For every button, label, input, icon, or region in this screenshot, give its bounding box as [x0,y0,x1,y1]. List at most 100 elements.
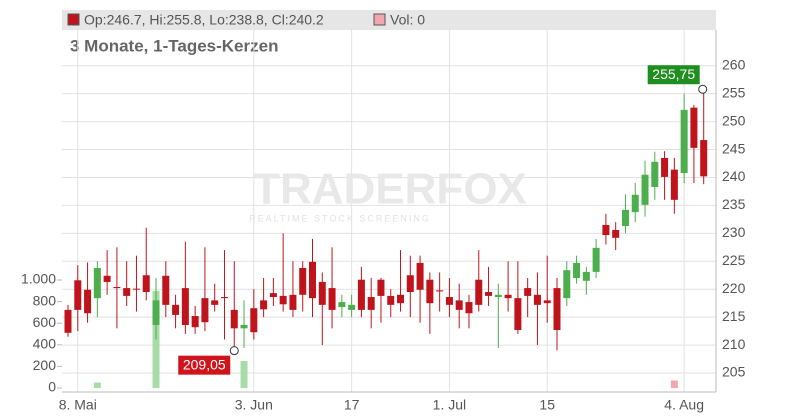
candle-body [445,297,453,305]
candle-body [74,280,82,310]
x-tick-label: 4. Aug [664,397,704,413]
candle-body [573,262,581,279]
y-tick-label: 220 [722,280,746,296]
candle-body [651,161,659,187]
candle-body [269,293,277,298]
y-tick-label: 235 [722,196,746,212]
candle-body [514,298,522,330]
y-tick-label: 205 [722,364,746,380]
y-tick-label: 255 [722,84,746,100]
candle-body [524,288,532,296]
y-tick-label: 215 [722,308,746,324]
candle-body [191,316,199,328]
high-label-box [647,65,700,85]
candle-body [279,295,287,305]
candle-body [670,169,678,200]
volume-tick-label: 0 [48,379,56,395]
volume-tick-label: 200 [33,357,57,373]
candle-body [475,279,483,305]
candle-body [641,174,649,205]
candle-body [455,300,463,310]
candle-body [318,281,326,305]
candle-body [93,267,101,299]
candle-body [504,294,512,299]
x-tick-label: 17 [344,397,360,413]
x-tick-label: 3. Jun [235,397,273,413]
header-bar [62,10,716,30]
candle-body [142,275,150,293]
x-tick-label: 8. Mai [59,397,97,413]
candle-body [582,271,590,281]
candle-body [64,309,72,333]
candle-body [260,300,268,310]
candle-body [621,209,629,227]
candle-body [152,300,160,325]
candle-body [289,294,297,310]
volume-legend-swatch [373,13,386,26]
candle-body [367,297,375,310]
volume-tick-label: 1.000 [21,271,56,287]
candle-body [690,107,698,148]
candle-body [172,304,180,315]
candle-body [338,302,346,308]
low-label: 209,05 [183,356,226,372]
candle-body [211,300,219,305]
candle-body [309,261,316,299]
candle-body [348,304,356,310]
candle-body [357,279,365,310]
candle-body [700,140,708,177]
candle-body [181,288,189,325]
volume-tick-label: 400 [33,336,57,352]
candle-body [113,286,121,289]
low-marker [229,346,239,356]
candle-body [543,300,551,304]
candle-body [592,247,600,272]
volume-bar [240,361,248,389]
y-tick-label: 210 [722,336,746,352]
y-tick-label: 225 [722,252,746,268]
candle-body [201,298,209,323]
y-tick-label: 260 [722,56,746,72]
candle-body [387,295,395,305]
candle-body [563,270,571,299]
candle-body [230,309,238,329]
candle-body [123,288,131,296]
ohlc-legend-swatch [67,13,80,26]
watermark-sub: REALTIME STOCK SCREENING [249,213,431,223]
y-tick-label: 250 [722,112,746,128]
header-ohlc: Op:246.7, Hi:255.8, Lo:238.8, Cl:240.2 [84,12,324,28]
candle-body [485,292,493,296]
candle-body [553,288,561,330]
volume-tick-label: 600 [33,314,57,330]
candle-body [397,294,405,304]
candle-body [406,275,414,293]
y-tick-label: 230 [722,224,746,240]
candle-body [84,289,92,314]
candle-body [612,229,620,238]
volume-tick-label: 800 [33,292,57,308]
header-volume: Vol: 0 [390,12,425,28]
volume-bar [93,382,101,389]
low-label-box [178,355,231,375]
candle-body [220,297,228,299]
x-tick-label: 1. Jul [433,397,466,413]
candle-body [377,279,385,296]
candle-body [680,109,688,174]
candle-body [631,194,639,213]
x-tick-label: 15 [539,397,555,413]
candle-body [250,308,258,333]
candle-body [602,224,610,236]
candle-body [436,290,444,292]
candle-body [328,288,336,310]
y-tick-label: 245 [722,140,746,156]
candle-body [465,302,473,314]
high-marker [698,84,708,94]
candle-body [494,294,502,298]
candle-body [103,275,111,282]
volume-bar [670,380,678,389]
y-tick-label: 240 [722,168,746,184]
candle-body [661,157,669,177]
candle-body [533,294,541,305]
candle-body [426,279,434,304]
